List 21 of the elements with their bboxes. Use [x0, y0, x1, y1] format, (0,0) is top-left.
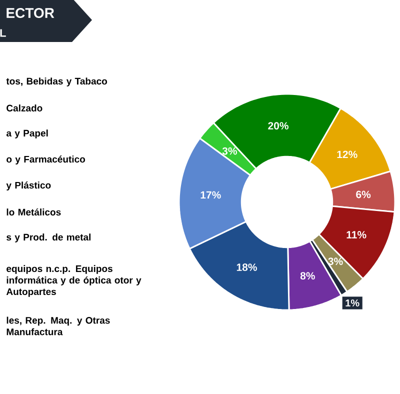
text: equipos n.c.p. Equipos informática y de óptica otor y Autopartes	[6, 265, 142, 297]
data-label: 12%	[337, 150, 358, 158]
text: o y Farmacéutico	[6, 156, 86, 164]
text: s y Prod. de metal	[6, 234, 91, 242]
data-label: 11%	[346, 231, 366, 238]
data-label: 8%	[300, 272, 315, 280]
data-label: 3%	[222, 147, 237, 155]
data-label: 1%	[346, 299, 360, 306]
data-label: 6%	[356, 190, 371, 198]
data-label: 18%	[236, 264, 257, 271]
text: tos, Bebidas y Tabaco	[6, 78, 108, 86]
text: lo Metálicos	[6, 208, 61, 216]
text: les, Rep. Maq. y Otras Manufactura	[6, 316, 110, 336]
text: y Plástico	[6, 182, 51, 190]
data-label: 3%	[328, 258, 343, 266]
text: Calzado	[6, 104, 42, 112]
text: ECTOR	[6, 8, 54, 18]
text: L	[0, 29, 6, 37]
text: a y Papel	[6, 130, 48, 138]
data-label: 17%	[200, 191, 221, 199]
data-label: 20%	[268, 122, 288, 130]
